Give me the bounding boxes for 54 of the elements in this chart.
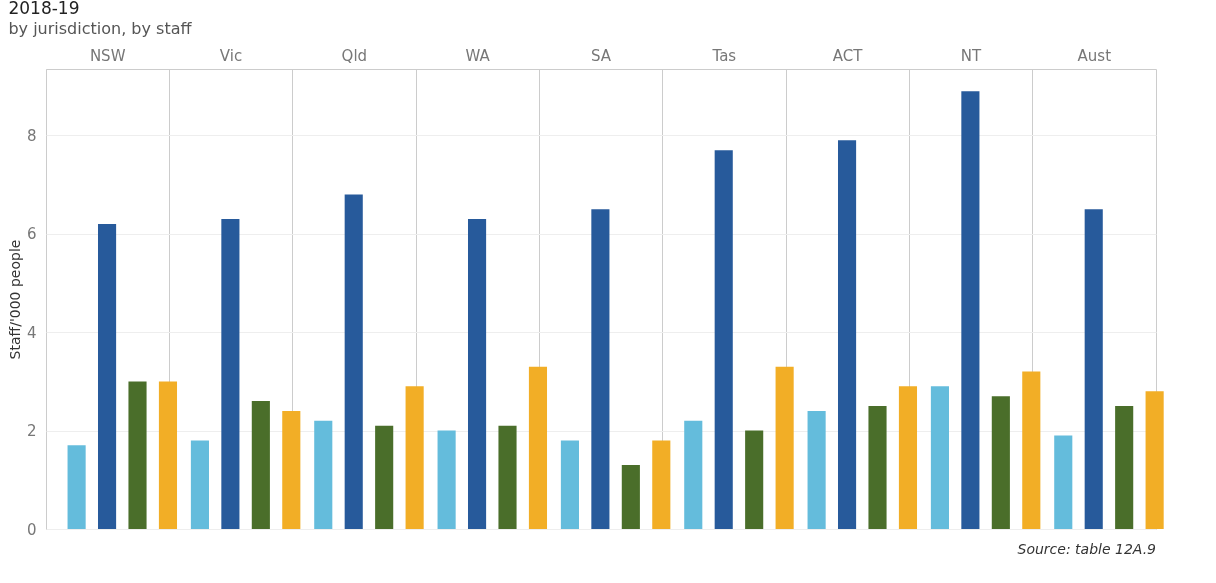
y-tick-label: 2 (26, 422, 37, 441)
bar (314, 420, 333, 529)
y-tick-label: 4 (26, 323, 37, 342)
bar (375, 425, 394, 529)
bar (1145, 391, 1164, 529)
chart-title: 2018-19 (8, 0, 80, 18)
bar (158, 381, 178, 529)
bar (1115, 406, 1134, 529)
source-note: Source: table 12A.9 (1017, 541, 1157, 557)
x-tick-label: Tas (711, 46, 737, 65)
bar (930, 386, 949, 529)
x-tick-label: Qld (341, 46, 368, 65)
bar (282, 410, 301, 529)
x-tick-label: Vic (219, 46, 243, 65)
bar (98, 223, 117, 529)
bar (1054, 435, 1073, 529)
bar (745, 430, 764, 529)
bar (898, 386, 918, 529)
y-axis-title: Staff/'000 people (6, 239, 23, 360)
y-tick-label: 8 (26, 126, 37, 145)
bar (838, 140, 857, 529)
bar (437, 430, 456, 529)
bar (714, 150, 733, 529)
bar (405, 386, 424, 529)
bar (961, 91, 980, 529)
x-tick-label: SA (590, 46, 612, 65)
bar (868, 406, 887, 529)
chart-subtitle: by jurisdiction, by staff (8, 19, 193, 38)
bar (560, 440, 579, 529)
bar (468, 219, 487, 529)
bar (991, 396, 1010, 529)
bar (621, 465, 640, 529)
bar (684, 420, 703, 529)
bar (251, 401, 270, 529)
bar (591, 209, 610, 529)
bar (344, 194, 363, 529)
x-tick-label: WA (465, 46, 491, 65)
bar (1022, 371, 1041, 529)
y-tick-label: 6 (26, 225, 37, 244)
x-tick-label: NSW (89, 46, 126, 65)
bar (67, 445, 86, 529)
y-tick-label: 0 (26, 520, 37, 539)
bar (775, 366, 794, 529)
bar (128, 381, 147, 529)
x-tick-label: NT (960, 46, 983, 65)
bar (190, 440, 209, 529)
bar (807, 410, 826, 529)
x-tick-label: Aust (1077, 46, 1112, 65)
bar (498, 425, 517, 529)
bar (1084, 209, 1103, 529)
bar (528, 366, 548, 529)
bar (652, 440, 671, 529)
x-tick-label: ACT (832, 46, 864, 65)
bar (221, 219, 240, 529)
